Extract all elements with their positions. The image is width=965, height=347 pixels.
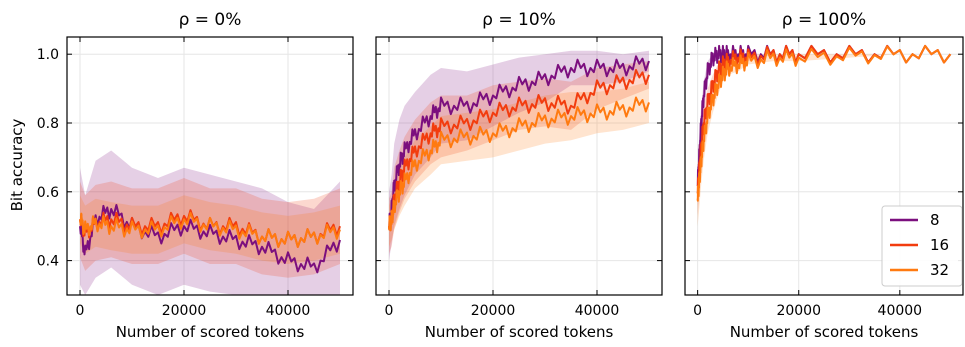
y-tick-label: 0.8 (37, 116, 59, 132)
series-32-band (80, 195, 340, 264)
series-8-band (389, 50, 649, 261)
panel-3: 0 20000 40000 ρ = 100% Number of scored toke… (684, 10, 964, 341)
series-16-line (388, 69, 650, 232)
legend-label-32: 32 (930, 261, 949, 279)
x-tick-label: 40000 (575, 303, 620, 319)
legend-label-16: 16 (930, 236, 949, 254)
x-tick-label: 40000 (266, 303, 311, 319)
series-8-band (697, 54, 951, 206)
x-tick-label: 0 (76, 303, 85, 319)
series-8-line (79, 204, 341, 274)
x-tick-label: 20000 (162, 303, 207, 319)
chart-panels: 0 20000 40000 0.4 0.6 0.8 1.0 ρ = 0% Number of s… (37, 10, 964, 341)
y-tick-label: 1.0 (37, 47, 59, 63)
y-tick-label: 0.4 (37, 254, 59, 270)
series-8-line (388, 55, 650, 230)
panel-1: 0 20000 40000 0.4 0.6 0.8 1.0 ρ = 0% Number of s… (37, 10, 354, 341)
x-tick-label: 20000 (471, 303, 516, 319)
panel-title: ρ = 10% (482, 10, 556, 30)
series-32-band (697, 54, 951, 227)
legend: 8 16 32 (881, 205, 963, 287)
series-16-line (696, 44, 952, 195)
plot-frame (66, 36, 354, 296)
panel-2: 0 20000 40000 ρ = 10% Number of scored token… (375, 10, 663, 341)
series-32-line (388, 96, 650, 232)
series-8-band (80, 150, 340, 295)
y-axis-label: Bit accuracy (8, 118, 26, 211)
x-tick-label: 20000 (776, 303, 821, 319)
plot-frame (684, 36, 964, 296)
series-32-line (79, 211, 341, 248)
series-16-band (389, 61, 649, 254)
x-axis-label: Number of scored tokens (425, 323, 614, 341)
x-tick-label: 0 (693, 303, 702, 319)
plot-frame (375, 36, 663, 296)
series-32-line (696, 44, 952, 202)
x-axis-label: Number of scored tokens (730, 323, 919, 341)
y-tick-label: 0.6 (37, 185, 59, 201)
x-tick-label: 40000 (878, 303, 923, 319)
series-32-band (389, 81, 649, 247)
x-tick-label: 0 (385, 303, 394, 319)
panel-title: ρ = 100% (782, 10, 866, 30)
legend-box (881, 205, 963, 287)
legend-label-8: 8 (930, 211, 940, 229)
panel-title: ρ = 0% (179, 10, 242, 30)
x-axis-label: Number of scored tokens (116, 323, 305, 341)
